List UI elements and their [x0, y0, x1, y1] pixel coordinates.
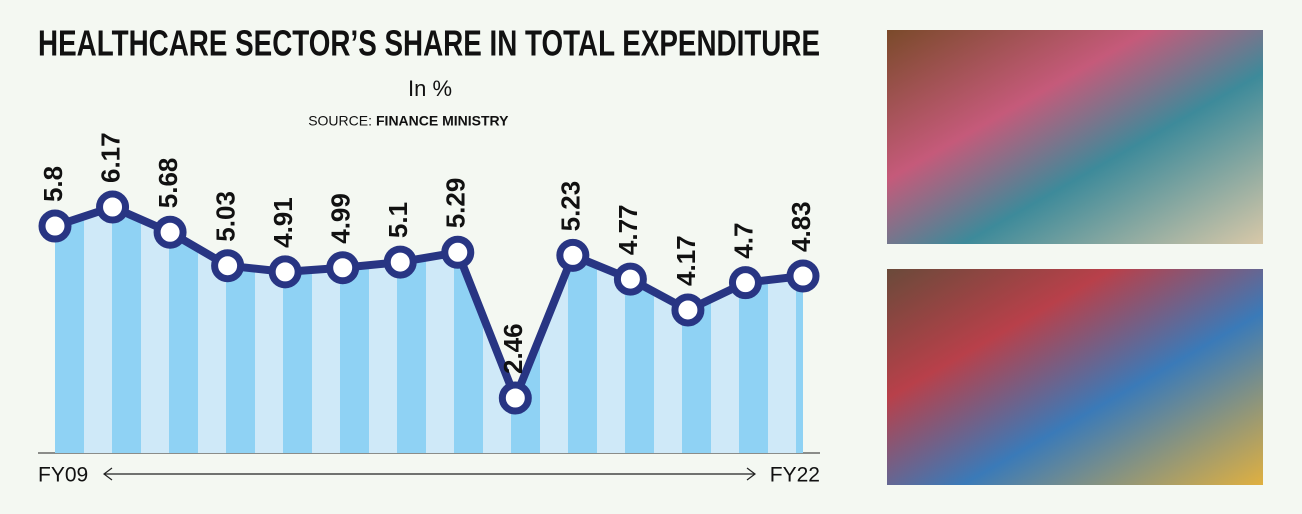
marker	[38, 209, 72, 243]
value-label: 5.23	[556, 181, 586, 232]
marker	[326, 251, 360, 285]
value-label: 4.99	[326, 193, 356, 244]
value-label: 2.46	[498, 323, 528, 374]
marker	[556, 238, 590, 272]
photo	[887, 30, 1263, 244]
marker	[211, 249, 245, 283]
marker	[383, 245, 417, 279]
x-tick-label: FY22	[770, 464, 820, 487]
source: FINANCE MINISTRY	[376, 113, 509, 129]
marker	[728, 266, 762, 300]
value-label: 4.77	[613, 204, 643, 255]
marker	[613, 262, 647, 296]
photo	[887, 269, 1263, 485]
source-label: SOURCE:	[308, 113, 372, 129]
value-label: 4.91	[268, 197, 298, 248]
arrow-head	[103, 467, 756, 481]
chart-title: HEALTHCARE SECTOR’S SHARE IN TOTAL EXPEN…	[38, 23, 820, 64]
value-label: 4.7	[728, 223, 758, 259]
marker	[153, 215, 187, 249]
value-label: 4.17	[671, 235, 701, 286]
marker	[96, 190, 130, 224]
value-label: 4.83	[786, 201, 816, 252]
value-label: 5.1	[383, 202, 413, 238]
value-label: 5.68	[153, 158, 183, 209]
marker	[498, 381, 532, 415]
value-label: 5.03	[210, 191, 240, 242]
value-label: 6.17	[95, 132, 125, 183]
marker	[671, 293, 705, 327]
x-tick-label: FY09	[38, 464, 88, 487]
marker	[786, 259, 820, 293]
value-label: 5.29	[441, 178, 471, 229]
value-label: 5.8	[38, 166, 68, 202]
marker	[268, 255, 302, 289]
marker	[441, 235, 475, 269]
chart-subtitle: In %	[408, 76, 452, 101]
